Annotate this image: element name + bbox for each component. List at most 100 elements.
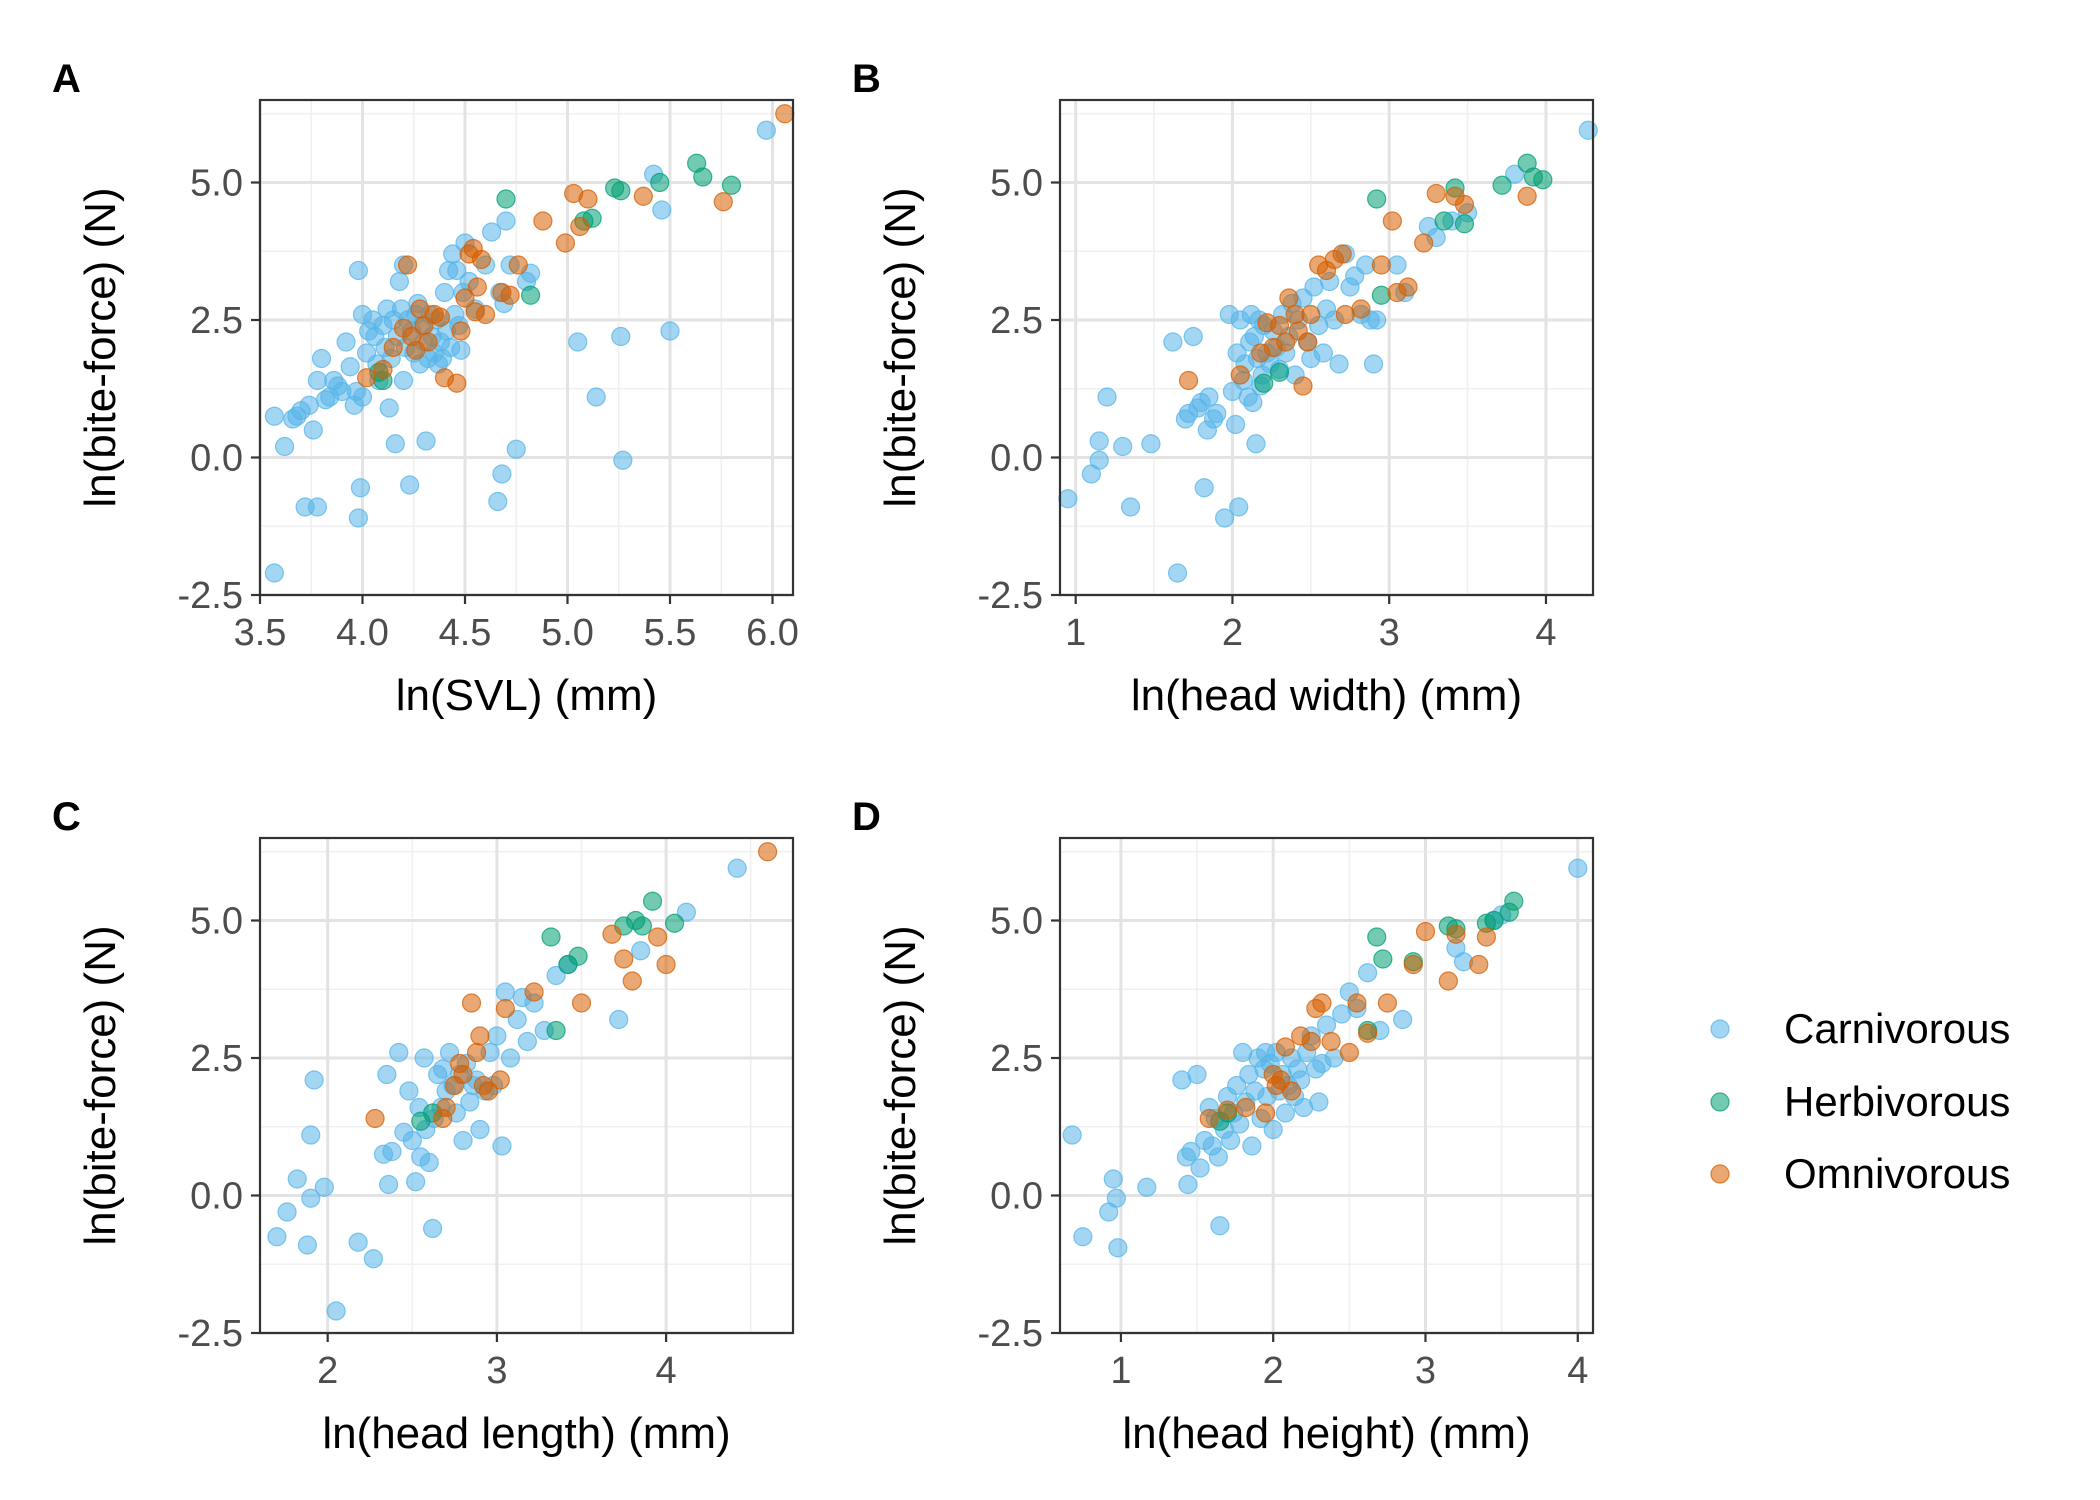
x-tick-label: 3 xyxy=(1415,1350,1436,1392)
data-point xyxy=(297,1235,317,1255)
data-point xyxy=(419,1152,439,1173)
data-point xyxy=(402,1130,422,1151)
legend-key-omnivorous xyxy=(1710,1164,1730,1184)
data-point xyxy=(578,189,598,209)
data-point xyxy=(1215,508,1235,528)
data-point xyxy=(492,464,512,484)
data-point xyxy=(336,332,356,352)
data-point xyxy=(447,260,467,281)
panel-a: 3.5 4.0 4.5 5.0 5.5 6.0 -2.5 0.0 2.5 5.0 ln(SVL) (… xyxy=(52,57,799,720)
legend-key-herbivorous xyxy=(1710,1092,1730,1112)
data-point xyxy=(1089,450,1109,470)
data-point xyxy=(348,1232,368,1252)
panels: 3.5 4.0 4.5 5.0 5.5 6.0 -2.5 0.0 2.5 5.0 ln(SVL) (… xyxy=(52,57,1598,1458)
data-point xyxy=(389,271,409,292)
x-tick-label: 6.0 xyxy=(746,612,799,654)
data-point xyxy=(1229,497,1249,517)
data-point xyxy=(1062,1125,1082,1145)
data-point xyxy=(652,200,672,220)
data-point xyxy=(642,891,663,911)
data-point xyxy=(1414,233,1434,253)
legend: Carnivorous Herbivorous Omnivorous xyxy=(1710,1005,2010,1197)
data-point xyxy=(383,337,403,358)
y-tick-label: -2.5 xyxy=(978,575,1043,617)
data-point xyxy=(1517,186,1537,206)
data-point xyxy=(1255,1103,1276,1123)
data-point xyxy=(365,1108,385,1129)
plot-frame xyxy=(258,836,795,1335)
data-point xyxy=(304,1070,324,1090)
data-point xyxy=(1103,1169,1123,1189)
y-tick-label: 2.5 xyxy=(190,1038,243,1080)
data-point xyxy=(299,395,319,415)
data-point xyxy=(1208,1147,1228,1167)
data-point xyxy=(357,368,377,388)
data-point xyxy=(650,172,670,193)
data-point xyxy=(1398,277,1418,297)
data-point xyxy=(382,1141,402,1162)
data-point xyxy=(277,1202,297,1222)
data-point xyxy=(507,1009,527,1030)
data-point xyxy=(1301,304,1321,325)
data-point xyxy=(373,359,393,380)
data-point xyxy=(1454,194,1475,215)
data-point xyxy=(631,941,651,961)
data-point xyxy=(478,1081,499,1101)
y-axis-title: ln(bite-force) (N) xyxy=(876,187,925,507)
data-point xyxy=(1426,183,1446,204)
data-point xyxy=(1269,362,1290,382)
data-point xyxy=(1367,310,1387,330)
data-point xyxy=(1403,954,1423,975)
panel-label: D xyxy=(852,795,881,839)
x-tick-label: 2 xyxy=(317,1350,338,1392)
data-point xyxy=(1230,1114,1250,1134)
data-point xyxy=(460,1092,480,1112)
data-point xyxy=(1113,436,1133,457)
data-point xyxy=(1281,1081,1302,1101)
data-point xyxy=(1578,120,1598,140)
data-point xyxy=(1178,370,1199,391)
data-point xyxy=(555,233,576,253)
data-point xyxy=(500,285,520,305)
legend-label-herbivorous: Herbivorous xyxy=(1784,1078,2010,1125)
data-point xyxy=(1301,1031,1321,1052)
data-point xyxy=(1120,497,1141,517)
series-carnivorous xyxy=(1058,120,1598,583)
legend-key-carnivorous xyxy=(1710,1019,1730,1039)
data-point xyxy=(466,1042,487,1063)
data-point xyxy=(267,1227,287,1247)
series-omnivorous xyxy=(1178,183,1537,396)
data-point xyxy=(453,1064,473,1085)
data-point xyxy=(1163,332,1183,352)
data-point xyxy=(613,450,633,470)
plot-frame xyxy=(1058,836,1595,1335)
data-point xyxy=(1217,1100,1238,1120)
data-point xyxy=(434,282,455,303)
data-point xyxy=(1492,175,1512,195)
data-point xyxy=(303,420,323,440)
data-point xyxy=(406,1172,426,1192)
x-tick-label: 1 xyxy=(1110,1350,1131,1392)
data-point xyxy=(490,1070,510,1090)
data-point xyxy=(1167,563,1188,583)
data-point xyxy=(546,1020,566,1041)
data-point xyxy=(648,927,668,947)
series-carnivorous xyxy=(264,120,776,583)
data-point xyxy=(1476,927,1497,947)
data-point xyxy=(570,216,590,237)
data-point xyxy=(470,1026,490,1046)
x-tick-label: 3 xyxy=(486,1350,507,1392)
data-point xyxy=(602,924,622,944)
data-point xyxy=(1298,332,1318,352)
x-tick-label: 3 xyxy=(1379,612,1400,654)
data-point xyxy=(656,954,676,975)
data-point xyxy=(1371,255,1391,275)
data-point xyxy=(1263,1119,1283,1140)
data-point xyxy=(301,1188,321,1208)
data-point xyxy=(1363,354,1384,374)
data-point xyxy=(1108,1238,1128,1258)
data-point xyxy=(447,373,467,393)
data-point xyxy=(377,1064,397,1085)
y-axis-title: ln(bite-force) (N) xyxy=(76,925,125,1245)
data-point xyxy=(693,167,713,187)
